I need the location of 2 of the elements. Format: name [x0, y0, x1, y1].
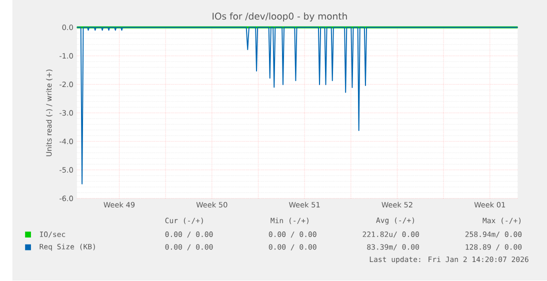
- line-series: [76, 27, 518, 185]
- chart-title: IOs for /dev/loop0 - by month: [212, 12, 347, 22]
